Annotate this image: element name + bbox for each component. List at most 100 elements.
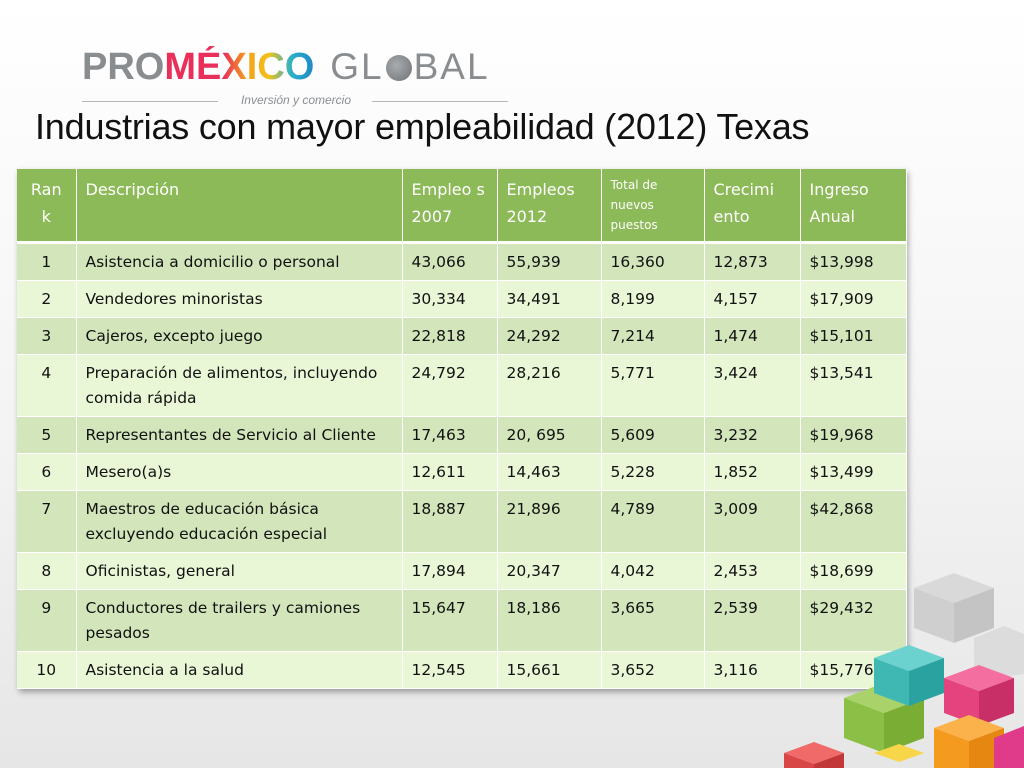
logo-tagline: Inversión y comercio xyxy=(240,93,352,107)
cell-jobs-2007: 15,647 xyxy=(402,589,498,652)
cell-jobs-2012: 21,896 xyxy=(497,490,602,553)
cell-new-jobs: 5,228 xyxy=(601,453,705,491)
cell-growth: 1,474 xyxy=(704,317,801,355)
col-header-new-jobs: Total de nuevos puestos xyxy=(601,169,705,244)
cell-jobs-2012: 14,463 xyxy=(497,453,602,491)
cell-rank: 4 xyxy=(17,354,77,417)
cell-growth: 1,852 xyxy=(704,453,801,491)
cell-rank: 8 xyxy=(17,552,77,590)
cell-growth: 3,009 xyxy=(704,490,801,553)
cell-new-jobs: 3,652 xyxy=(601,651,705,689)
cell-new-jobs: 3,665 xyxy=(601,589,705,652)
cell-annual-income: $15,101 xyxy=(800,317,907,355)
employment-table-container: Ran k Descripción Empleo s 2007 Empleos … xyxy=(17,169,907,689)
cell-annual-income: $42,868 xyxy=(800,490,907,553)
cell-jobs-2012: 55,939 xyxy=(497,241,602,281)
cell-jobs-2012: 34,491 xyxy=(497,280,602,318)
cell-jobs-2012: 24,292 xyxy=(497,317,602,355)
col-header-jobs-2007: Empleo s 2007 xyxy=(402,169,498,244)
promexico-global-logo: PRO MÉXICO GL BAL Inversión y comercio xyxy=(82,46,512,110)
cell-description: Cajeros, excepto juego xyxy=(76,317,403,355)
cell-jobs-2012: 15,661 xyxy=(497,651,602,689)
cell-annual-income: $17,909 xyxy=(800,280,907,318)
logo-pro: PRO xyxy=(82,46,165,88)
cell-description: Conductores de trailers y camiones pesad… xyxy=(76,589,403,652)
cell-jobs-2007: 30,334 xyxy=(402,280,498,318)
cell-description: Mesero(a)s xyxy=(76,453,403,491)
table-row: 9 Conductores de trailers y camiones pesa… xyxy=(17,589,907,652)
col-header-rank: Ran k xyxy=(17,169,77,244)
cell-jobs-2012: 20,347 xyxy=(497,552,602,590)
table-row: 8 Oficinistas, general 17,894 20,347 4,042 2,… xyxy=(17,552,907,590)
globe-icon xyxy=(385,55,412,81)
cell-new-jobs: 8,199 xyxy=(601,280,705,318)
logo-global-end: BAL xyxy=(413,46,490,87)
cell-rank: 3 xyxy=(17,317,77,355)
cell-new-jobs: 16,360 xyxy=(601,241,705,281)
table-row: 6 Mesero(a)s 12,611 14,463 5,228 1,852 $13,499 xyxy=(17,453,907,491)
employment-table: Ran k Descripción Empleo s 2007 Empleos … xyxy=(17,169,907,689)
cell-jobs-2007: 24,792 xyxy=(402,354,498,417)
cell-new-jobs: 4,042 xyxy=(601,552,705,590)
cell-jobs-2012: 20, 695 xyxy=(497,416,602,454)
cell-growth: 3,116 xyxy=(704,651,801,689)
cell-description: Vendedores minoristas xyxy=(76,280,403,318)
cell-annual-income: $13,998 xyxy=(800,241,907,281)
cell-new-jobs: 7,214 xyxy=(601,317,705,355)
logo-mexico: MÉXICO xyxy=(164,46,315,88)
logo-divider-right xyxy=(372,101,508,102)
cell-new-jobs: 4,789 xyxy=(601,490,705,553)
col-header-description: Descripción xyxy=(76,169,403,244)
cell-description: Oficinistas, general xyxy=(76,552,403,590)
decorative-cubes xyxy=(784,573,1024,768)
cell-growth: 2,453 xyxy=(704,552,801,590)
cell-jobs-2007: 22,818 xyxy=(402,317,498,355)
cell-jobs-2007: 17,463 xyxy=(402,416,498,454)
table-row: 3 Cajeros, excepto juego 22,818 24,292 7,214… xyxy=(17,317,907,355)
cell-rank: 2 xyxy=(17,280,77,318)
cell-growth: 4,157 xyxy=(704,280,801,318)
cell-description: Asistencia a domicilio o personal xyxy=(76,241,403,281)
cell-annual-income: $19,968 xyxy=(800,416,907,454)
cell-rank: 7 xyxy=(17,490,77,553)
col-header-growth: Crecimi ento xyxy=(704,169,801,244)
cell-jobs-2012: 28,216 xyxy=(497,354,602,417)
cell-jobs-2007: 43,066 xyxy=(402,241,498,281)
logo-divider-left xyxy=(82,101,218,102)
cell-jobs-2007: 17,894 xyxy=(402,552,498,590)
logo-global-start: GL xyxy=(330,46,384,87)
cell-new-jobs: 5,771 xyxy=(601,354,705,417)
table-row: 7 Maestros de educación básica excluyendo… xyxy=(17,490,907,553)
cell-jobs-2007: 12,611 xyxy=(402,453,498,491)
cell-annual-income: $13,499 xyxy=(800,453,907,491)
cell-growth: 3,424 xyxy=(704,354,801,417)
cell-description: Preparación de alimentos, incluyendo com… xyxy=(76,354,403,417)
slide-title: Industrias con mayor empleabilidad (2012… xyxy=(35,106,810,147)
cell-rank: 6 xyxy=(17,453,77,491)
cell-rank: 1 xyxy=(17,241,77,281)
cell-annual-income: $29,432 xyxy=(800,589,907,652)
cell-jobs-2007: 12,545 xyxy=(402,651,498,689)
col-header-jobs-2012: Empleos 2012 xyxy=(497,169,602,244)
cell-jobs-2007: 18,887 xyxy=(402,490,498,553)
cell-growth: 12,873 xyxy=(704,241,801,281)
cell-annual-income: $18,699 xyxy=(800,552,907,590)
table-row: 5 Representantes de Servicio al Cliente 17… xyxy=(17,416,907,454)
table-header-row: Ran k Descripción Empleo s 2007 Empleos … xyxy=(17,169,907,244)
cell-growth: 2,539 xyxy=(704,589,801,652)
logo-global: GL BAL xyxy=(330,46,489,88)
cell-growth: 3,232 xyxy=(704,416,801,454)
cell-description: Asistencia a la salud xyxy=(76,651,403,689)
cell-rank: 9 xyxy=(17,589,77,652)
cell-jobs-2012: 18,186 xyxy=(497,589,602,652)
cell-new-jobs: 5,609 xyxy=(601,416,705,454)
cell-rank: 10 xyxy=(17,651,77,689)
table-row: 1 Asistencia a domicilio o personal 43,066… xyxy=(17,241,907,281)
cell-description: Maestros de educación básica excluyendo … xyxy=(76,490,403,553)
cell-description: Representantes de Servicio al Cliente xyxy=(76,416,403,454)
table-row: 2 Vendedores minoristas 30,334 34,491 8,199 4… xyxy=(17,280,907,318)
table-row: 4 Preparación de alimentos, incluyendo co… xyxy=(17,354,907,417)
cell-annual-income: $13,541 xyxy=(800,354,907,417)
cube-cluster xyxy=(784,573,1024,768)
logo-wordmark: PRO MÉXICO GL BAL xyxy=(82,46,490,94)
